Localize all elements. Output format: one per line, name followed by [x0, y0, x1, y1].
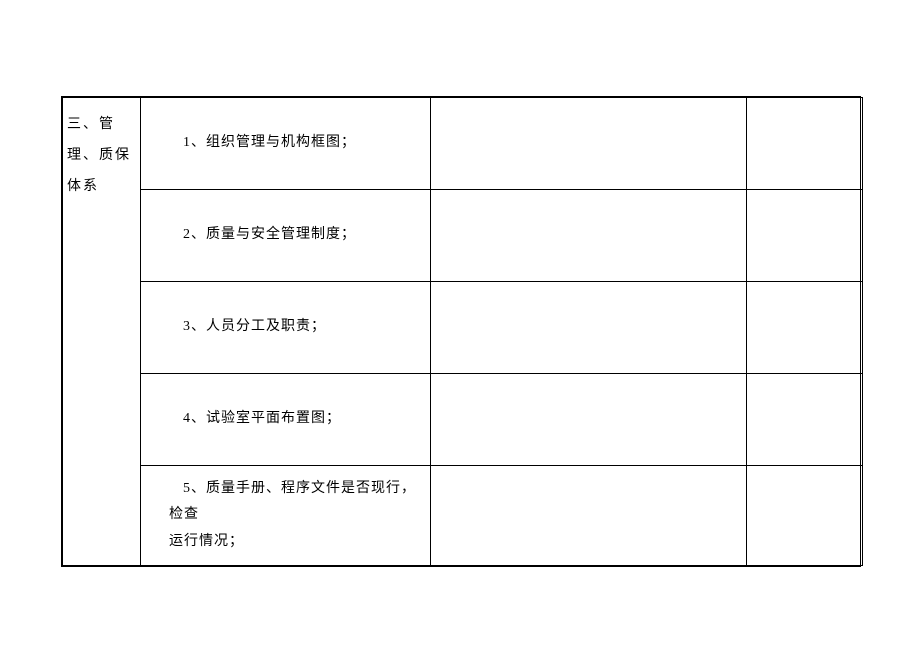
table-row: 3、人员分工及职责；	[63, 282, 863, 374]
item-text: 4、试验室平面布置图；	[169, 406, 418, 433]
table-row: 三、管 理、质保体系 1、组织管理与机构框图；	[63, 98, 863, 190]
empty-cell	[747, 374, 863, 466]
empty-cell	[431, 282, 747, 374]
empty-cell	[747, 98, 863, 190]
item-text-line1: 5、质量手册、程序文件是否现行，检查	[169, 476, 418, 529]
item-cell: 1、组织管理与机构框图；	[141, 98, 431, 190]
item-cell: 3、人员分工及职责；	[141, 282, 431, 374]
empty-cell	[747, 282, 863, 374]
section-header-text: 三、管 理、质保体系	[67, 117, 131, 194]
empty-cell	[747, 466, 863, 566]
item-cell: 5、质量手册、程序文件是否现行，检查 运行情况；	[141, 466, 431, 566]
item-text-line2: 运行情况；	[169, 529, 418, 556]
table-row: 4、试验室平面布置图；	[63, 374, 863, 466]
document-table: 三、管 理、质保体系 1、组织管理与机构框图； 2、质量与安全管理制度； 3、人…	[61, 96, 861, 567]
empty-cell	[431, 374, 747, 466]
empty-cell	[431, 190, 747, 282]
item-cell: 4、试验室平面布置图；	[141, 374, 431, 466]
main-table: 三、管 理、质保体系 1、组织管理与机构框图； 2、质量与安全管理制度； 3、人…	[62, 97, 863, 566]
empty-cell	[747, 190, 863, 282]
item-cell: 2、质量与安全管理制度；	[141, 190, 431, 282]
item-text: 1、组织管理与机构框图；	[169, 130, 418, 157]
item-text: 2、质量与安全管理制度；	[169, 222, 418, 249]
table-row: 5、质量手册、程序文件是否现行，检查 运行情况；	[63, 466, 863, 566]
empty-cell	[431, 98, 747, 190]
section-header-cell: 三、管 理、质保体系	[63, 98, 141, 566]
empty-cell	[431, 466, 747, 566]
item-text: 3、人员分工及职责；	[169, 314, 418, 341]
table-row: 2、质量与安全管理制度；	[63, 190, 863, 282]
